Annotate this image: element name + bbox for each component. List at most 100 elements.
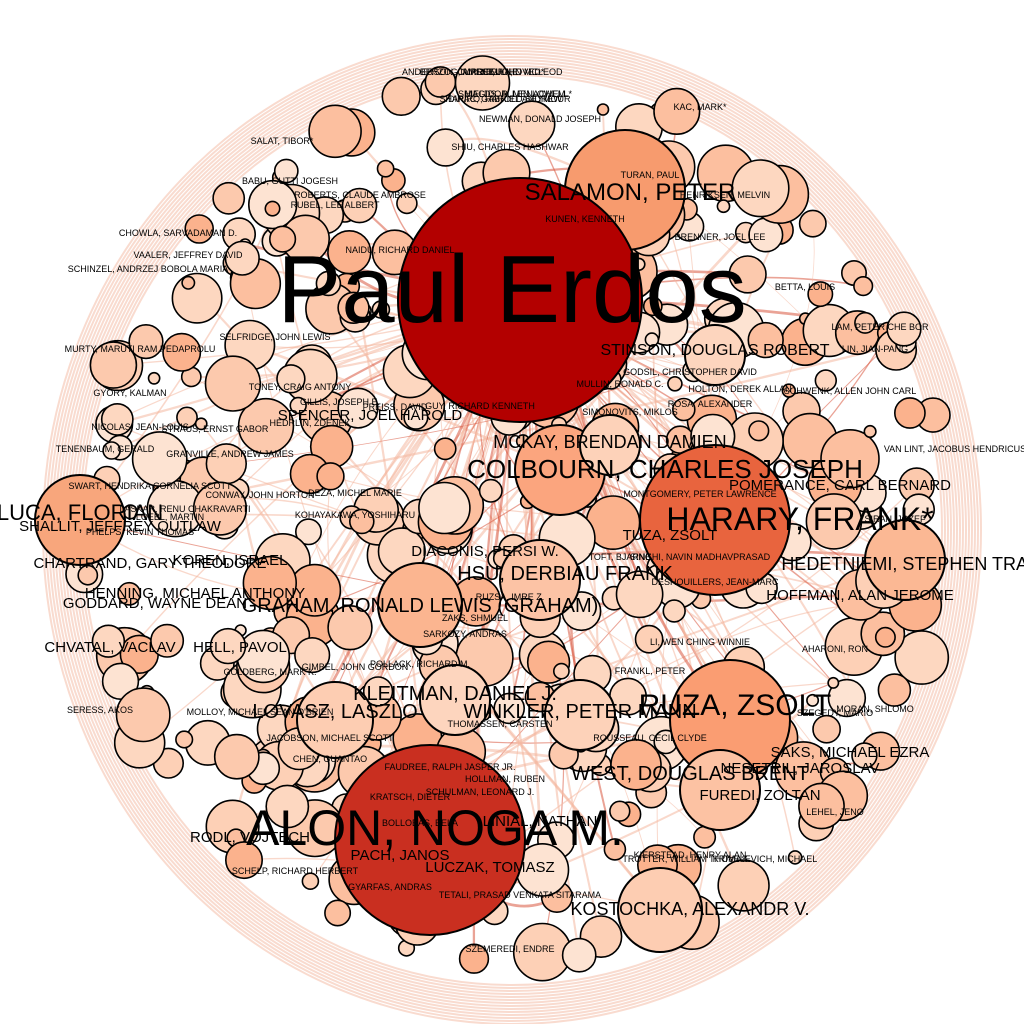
author-node <box>667 375 683 392</box>
node-layer <box>65 55 951 982</box>
author-label: ROBERTS, CLAUDE AMBROSE <box>294 190 426 200</box>
author-node <box>91 624 126 658</box>
author-label: VAALER, JEFFREY DAVID <box>133 250 243 260</box>
author-node <box>89 341 138 389</box>
author-label: CHVATAL, VACLAV <box>44 639 175 656</box>
author-label: FAUDREE, RALPH JASPER JR. <box>384 762 515 772</box>
author-label: KOREN, ISRAEL <box>172 552 287 569</box>
hub-node-label: MCKAY, BRENDAN DAMIEN <box>493 432 726 452</box>
hub-node <box>684 324 746 386</box>
author-label: NAIDU, RICHARD DANIEL <box>345 245 454 255</box>
hub-node <box>579 414 641 476</box>
author-label: LOEBL, MARTIN <box>136 512 204 522</box>
author-node <box>717 859 770 912</box>
author-node <box>150 623 185 658</box>
author-node <box>403 404 429 430</box>
author-label: LUCZAK, TOMASZ <box>425 859 554 876</box>
author-label: BOLLOBAS, BELA <box>382 818 458 828</box>
author-label: LI, WEN CHING WINNIE <box>650 637 750 647</box>
author-node <box>213 733 260 780</box>
author-label: POLLACK, RICHARD M. <box>370 659 470 669</box>
hub-node-label: WEST, DOUGLAS BRENT <box>571 763 809 785</box>
author-label: LAM, PETER CHE BOR <box>831 322 929 332</box>
author-label: BETTA, LOUIS <box>775 282 835 292</box>
author-node <box>894 397 926 429</box>
author-label: SIRAN, JOZEF <box>864 514 926 524</box>
author-node <box>827 678 867 718</box>
author-node <box>853 276 874 297</box>
author-label: KIERSTEAD, HENRY ALAN <box>634 850 747 860</box>
author-node <box>362 676 394 707</box>
hub-node-label: HEDETNIEMI, STEPHEN TRAV <box>781 554 1024 574</box>
author-node <box>294 636 331 674</box>
author-label: DIACONIS, PERSI W. <box>411 543 559 560</box>
author-label: GODSIL, CHRISTOPHER DAVID <box>623 367 757 377</box>
author-label: ROUSSEAU, CECIL CLYDE <box>593 733 707 743</box>
author-label: THOMASSEN, CARSTEN <box>447 719 552 729</box>
author-label: SINGHI, NAVIN MADHAVPRASAD <box>630 552 771 562</box>
author-node <box>276 364 306 394</box>
author-node <box>337 387 379 429</box>
author-node <box>854 311 877 334</box>
author-node <box>316 462 345 491</box>
author-node <box>877 673 912 707</box>
author-node <box>747 321 784 359</box>
hub-node <box>544 679 616 751</box>
author-label: MOLLOY, MICHAEL SEAN O'BRIEN <box>187 707 334 717</box>
author-label: CONWAY, JOHN HORTON <box>205 490 314 500</box>
author-label: LINIAL, NATHAN <box>483 813 598 830</box>
author-label: HOLTON, DEREK ALLAN <box>688 384 791 394</box>
author-label: SHIGHA, OVED* <box>476 67 545 77</box>
hub-node-label: RUZA, ZSOLT <box>639 689 832 722</box>
hub-node-label: LOVASZ, LASZLO <box>252 701 417 723</box>
author-node <box>418 481 471 535</box>
author-label: SARKOZY, ANDRAS <box>423 629 507 639</box>
author-label: GIMBEL, JOHN GORDON <box>302 662 409 672</box>
author-node <box>731 159 790 218</box>
author-node <box>798 782 845 830</box>
hub-node-label: GRAHAM, RONALD LEWIS (GRAHAM) <box>242 595 599 617</box>
author-node <box>184 214 214 244</box>
author-label: LIN, JIAN-PANG <box>842 344 908 354</box>
author-node <box>787 850 803 865</box>
author-node <box>396 192 418 215</box>
hub-node-label: HARARY, FRANK* <box>666 501 933 537</box>
author-label: ROSA, ALEXANDER <box>668 399 753 409</box>
author-node <box>242 555 297 611</box>
author-label: SELFRIDGE, JOHN LEWIS <box>219 332 330 342</box>
author-node <box>371 300 391 319</box>
author-label: HEDRLIN, ZDENEK <box>269 418 350 428</box>
author-label: KAC, MARK* <box>673 102 727 112</box>
author-label: SHALLIT, JEFFREY OUTLAW <box>19 518 222 535</box>
hub-node <box>377 562 463 648</box>
author-node <box>609 800 631 822</box>
hub-node <box>617 867 703 953</box>
author-node <box>327 604 373 651</box>
hub-node <box>296 681 374 759</box>
hub-node <box>34 474 126 566</box>
author-label: SHIELDS, ALLEN LOWELL* <box>458 89 573 99</box>
author-label: MURTY, MARUTI RAM PEDAPROLU <box>65 344 216 354</box>
author-node <box>117 581 142 606</box>
author-node <box>671 397 696 422</box>
author-label: GOLDBERG, MARK K. <box>223 667 316 677</box>
author-node <box>874 626 896 648</box>
author-label: LEHEL, JENO <box>806 807 864 817</box>
hub-node-label: LUCA, FLORIAN <box>0 500 163 525</box>
author-label: TROTTER, WILLIAM THOMAS <box>622 854 747 864</box>
author-label: GYORY, KALMAN <box>93 388 166 398</box>
author-label: RODL, VOJTECH <box>190 829 310 846</box>
author-label: AHARONI, RON <box>802 644 868 654</box>
author-node <box>886 311 922 347</box>
author-node <box>610 738 662 791</box>
author-label: NEWMAN, DONALD JOSEPH <box>479 114 601 124</box>
author-label: BRENNER, JOEL LEE <box>675 232 766 242</box>
author-node <box>265 784 310 829</box>
author-label: SERESS, AKOS <box>67 705 133 715</box>
author-label: SZEGEDY, MARIO <box>797 708 873 718</box>
author-node <box>603 838 627 861</box>
author-node <box>851 742 878 769</box>
author-label: DEZA, MICHEL MARIE <box>308 488 402 498</box>
author-node <box>100 402 134 436</box>
